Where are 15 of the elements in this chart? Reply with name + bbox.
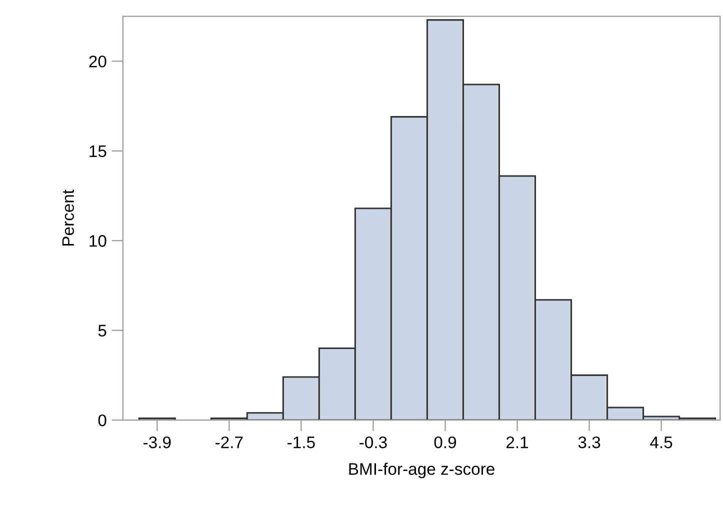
- y-tick-label: 0: [98, 414, 106, 426]
- x-tick-label: 4.5: [650, 436, 672, 448]
- x-tick-label: -1.5: [288, 436, 315, 448]
- y-tick-label: 20: [89, 56, 106, 68]
- x-tick-label: 3.3: [578, 436, 600, 448]
- y-axis-title: Percent: [62, 190, 74, 246]
- x-axis-title: BMI-for-age z-score: [349, 462, 494, 478]
- x-tick-label: -2.7: [216, 436, 243, 448]
- x-tick-label: -0.3: [360, 436, 387, 448]
- x-tick-label: -3.9: [144, 436, 171, 448]
- x-tick-label: 2.1: [506, 436, 528, 448]
- y-tick-label: 5: [98, 324, 106, 337]
- y-tick-label: 15: [90, 145, 106, 158]
- x-tick-label: 0.9: [434, 436, 456, 448]
- y-tick-label: 10: [90, 235, 106, 247]
